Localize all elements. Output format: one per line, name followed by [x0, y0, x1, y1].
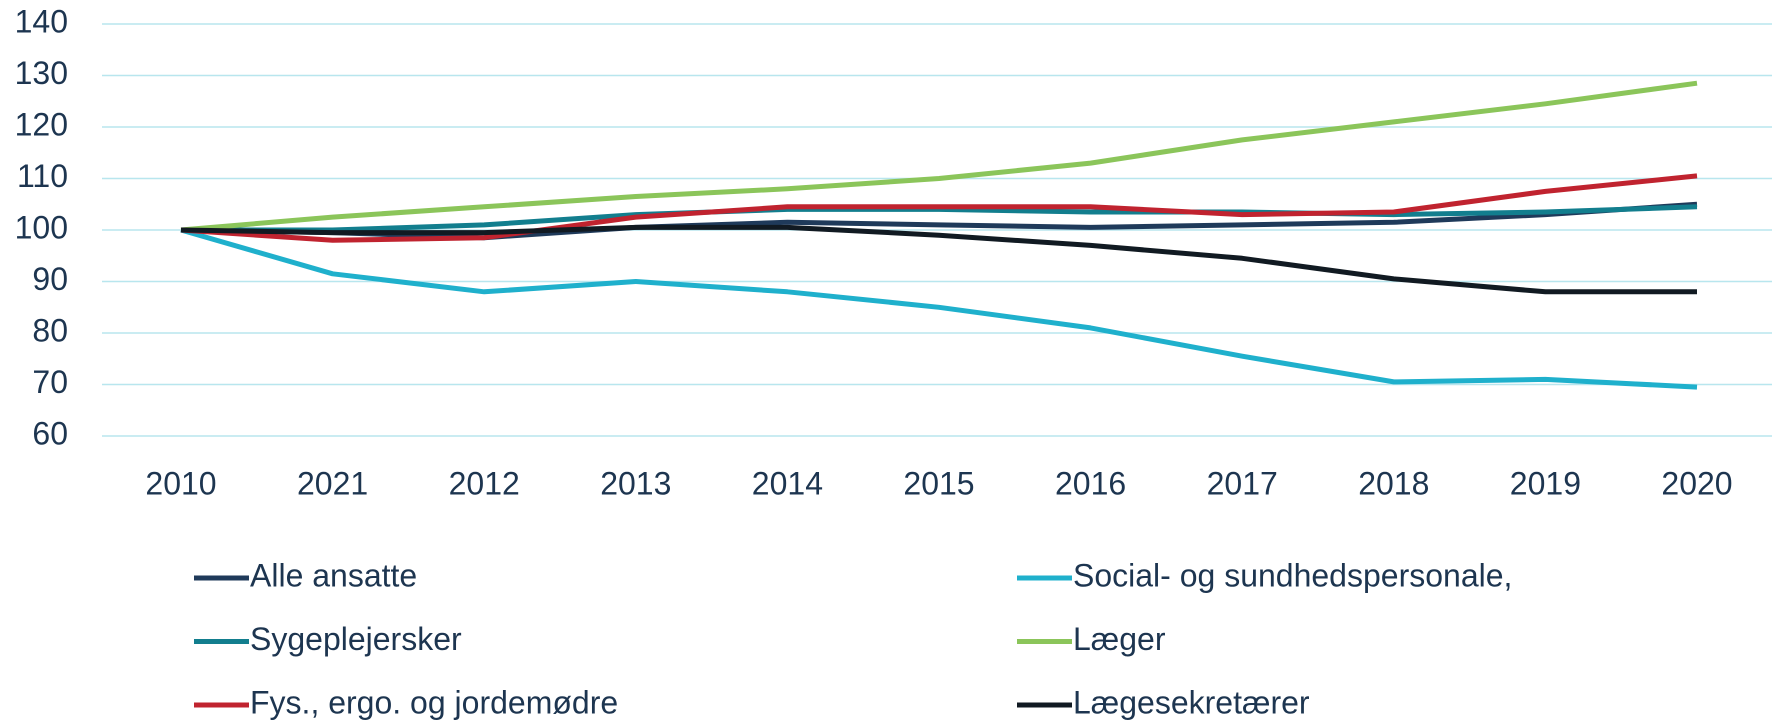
legend-label: Social- og sundhedspersonale, — [1073, 557, 1512, 593]
y-tick-label: 130 — [15, 55, 68, 91]
x-tick-label: 2021 — [297, 465, 368, 501]
series-line — [180, 173, 1698, 243]
legend-label: Læger — [1073, 621, 1166, 657]
series-line — [180, 201, 1698, 241]
legend-label: Alle ansatte — [250, 557, 417, 593]
legend-label: Lægesekretærer — [1073, 684, 1310, 720]
y-tick-label: 80 — [32, 312, 68, 348]
y-tick-label: 70 — [32, 364, 68, 400]
x-tick-label: 2014 — [752, 465, 823, 501]
x-tick-label: 2015 — [903, 465, 974, 501]
legend-label: Fys., ergo. og jordemødre — [250, 684, 618, 720]
series-line — [180, 224, 1697, 295]
series-line — [180, 80, 1698, 233]
y-tick-label: 110 — [17, 158, 68, 194]
y-tick-label: 140 — [15, 3, 68, 39]
x-tick-label: 2013 — [600, 465, 671, 501]
y-tick-label: 90 — [32, 261, 68, 297]
y-tick-label: 60 — [32, 415, 68, 451]
x-tick-label: 2018 — [1358, 465, 1429, 501]
x-tick-label: 2020 — [1661, 465, 1732, 501]
x-tick-label: 2012 — [449, 465, 520, 501]
y-tick-label: 100 — [15, 209, 68, 245]
x-tick-label: 2017 — [1207, 465, 1278, 501]
legend-label: Sygeplejersker — [250, 621, 462, 657]
series-line — [180, 227, 1698, 390]
x-tick-label: 2016 — [1055, 465, 1126, 501]
x-tick-label: 2010 — [145, 465, 216, 501]
y-tick-label: 120 — [15, 106, 68, 142]
x-tick-label: 2019 — [1510, 465, 1581, 501]
series-line — [181, 204, 1698, 233]
